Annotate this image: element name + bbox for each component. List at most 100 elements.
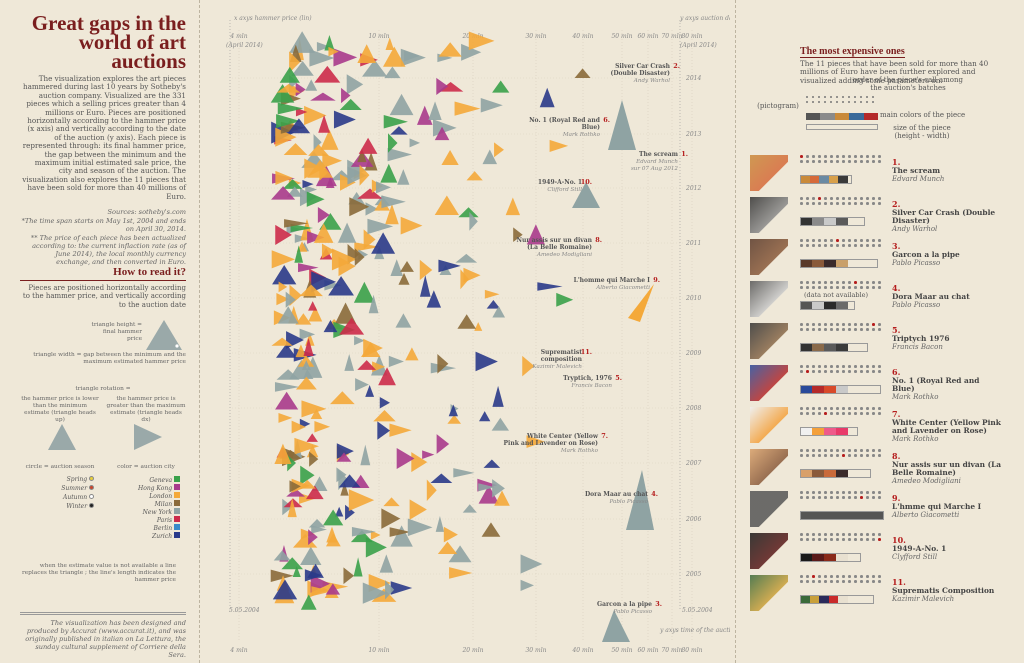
piece-triangle: [436, 77, 449, 95]
order-dot: [854, 370, 857, 373]
color-swatch: [824, 301, 836, 310]
order-dot: [800, 328, 803, 331]
key-dots: [806, 96, 880, 108]
piece-triangle: [292, 566, 301, 578]
order-dot: [800, 365, 803, 368]
order-dot: [812, 575, 815, 578]
order-dot: [860, 286, 863, 289]
piece-triangle: [272, 264, 297, 285]
piece-triangle: [275, 127, 297, 147]
color-swatch: [836, 427, 848, 436]
order-dot: [830, 328, 833, 331]
piece-triangle: [389, 423, 412, 437]
piece-triangle: [539, 87, 555, 108]
order-dot: [872, 454, 875, 457]
piece-triangle: [443, 526, 458, 543]
order-dots: [800, 197, 884, 209]
order-dot: [854, 449, 857, 452]
order-dot: [842, 491, 845, 494]
order-dot: [830, 365, 833, 368]
order-dot: [836, 96, 838, 98]
order-dot: [836, 239, 839, 242]
piece-pictogram: [750, 575, 788, 611]
piece-author: Pablo Picasso: [892, 259, 941, 268]
order-dot: [830, 197, 833, 200]
order-dot: [842, 197, 845, 200]
piece-triangle: [313, 223, 334, 243]
order-dot: [860, 580, 863, 583]
piece-triangle: [276, 293, 290, 306]
order-dot: [836, 323, 839, 326]
order-dot: [806, 202, 809, 205]
piece-triangle: [337, 222, 357, 243]
order-dot: [848, 244, 851, 247]
order-dot: [860, 365, 863, 368]
color-swatch: [824, 385, 836, 394]
order-dot: [824, 160, 827, 163]
order-dot: [812, 328, 815, 331]
piece-triangle: [309, 451, 319, 467]
piece-triangle: [289, 31, 315, 53]
piece-triangle: [388, 355, 404, 368]
order-dot: [800, 575, 803, 578]
piece-triangle: [272, 579, 298, 600]
order-dot: [878, 244, 881, 247]
circle-legend-title: circle = auction season: [25, 464, 95, 470]
order-dot: [800, 370, 803, 373]
separator-right: [735, 0, 736, 663]
order-dot: [842, 407, 845, 410]
piece-triangle: [574, 68, 591, 79]
piece-triangle: [365, 384, 375, 397]
piece-author: Alberto Giacometti: [892, 511, 960, 520]
order-dot: [824, 454, 827, 457]
order-dots: [800, 575, 884, 587]
order-dot: [818, 491, 821, 494]
piece-triangle: [357, 360, 377, 370]
size-frame: [800, 511, 884, 520]
order-dot: [878, 197, 881, 200]
order-dot: [812, 96, 814, 98]
piece-triangle: [303, 337, 314, 357]
order-dots: [800, 155, 884, 167]
piece-triangle: [308, 519, 326, 528]
x-axis-label: x axys hammer price (lin): [234, 15, 312, 22]
city-paris: Paris: [120, 516, 180, 524]
piece-rank: 11.: [892, 577, 906, 587]
x-tick-bottom: 60 mln: [637, 647, 658, 654]
order-dot: [818, 202, 821, 205]
piece-triangle: [395, 313, 412, 328]
order-dot: [854, 323, 857, 326]
year-label: 2014: [685, 75, 701, 82]
piece-triangle: [309, 49, 335, 67]
order-dot: [806, 197, 809, 200]
order-dot: [806, 155, 809, 158]
color-bar: [800, 301, 848, 310]
piece-triangle: [295, 313, 312, 325]
order-dot: [842, 96, 844, 98]
annotation-name: Pink and Lavender on Rose): [504, 440, 599, 447]
order-dot: [830, 202, 833, 205]
order-dot: [836, 286, 839, 289]
order-dot: [824, 286, 827, 289]
triangle-height-label: triangle height = final hammer price: [91, 322, 142, 342]
piece-triangle: [276, 83, 301, 93]
order-dot: [854, 160, 857, 163]
how-to-read: How to read it? Pieces are positioned ho…: [20, 266, 186, 309]
order-dot: [860, 244, 863, 247]
annotation-name: Suprematist: [541, 349, 583, 356]
piece-triangle: [335, 506, 344, 517]
order-dot: [854, 328, 857, 331]
left-panel: Great gaps in the world of art auctions …: [0, 0, 196, 663]
annotation-date: sur 07 Aug 2012: [631, 166, 678, 172]
color-bar: [800, 385, 848, 394]
note-time-span: *The time span starts on May 1st, 2004 a…: [21, 217, 186, 234]
x-tick-bottom: 70 mln: [661, 647, 682, 654]
color-swatch: [838, 175, 848, 184]
piece-triangle: [287, 118, 311, 134]
order-dot: [860, 454, 863, 457]
annotation-name: 1949-A-No. 1: [538, 179, 582, 186]
order-dot: [872, 533, 875, 536]
color-swatch: [824, 469, 836, 478]
city-geneva: Geneva: [120, 476, 180, 484]
order-dot: [824, 328, 827, 331]
